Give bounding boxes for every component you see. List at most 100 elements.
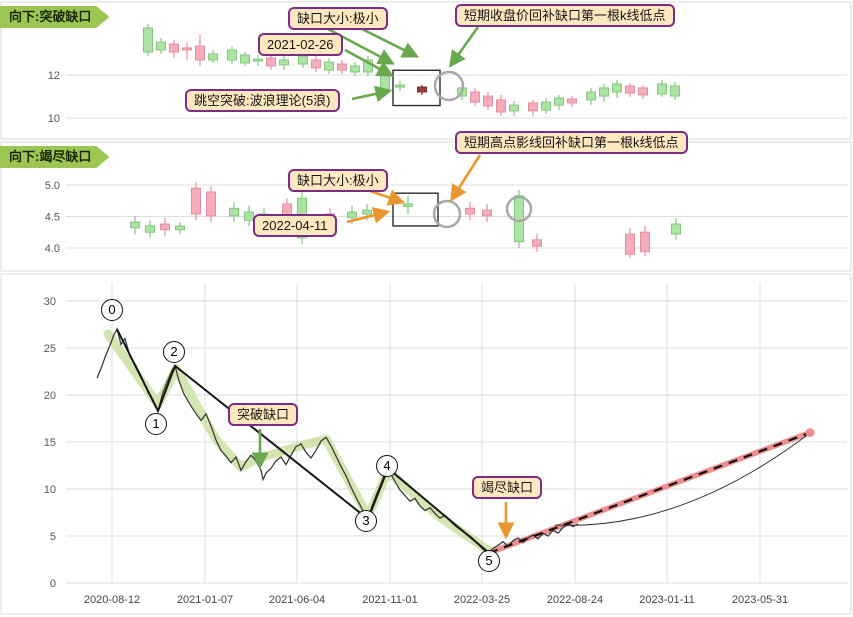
annotation-arrow [361, 27, 420, 58]
candle [266, 57, 276, 67]
candle [670, 85, 680, 97]
panel1-direction-ribbon: 向下:突破缺口 [0, 6, 109, 28]
candle [417, 86, 427, 93]
panel2-gap-size-label: 缺口大小:极小 [288, 169, 388, 192]
projection-arc [554, 432, 811, 526]
candle [470, 91, 480, 103]
annotation-arrow [351, 85, 393, 103]
candle [380, 73, 390, 91]
candle [160, 223, 170, 231]
forecast-end-dot [805, 428, 815, 438]
candle [586, 91, 596, 101]
candle [554, 97, 564, 106]
axis-tick-label: 4.5 [45, 212, 60, 224]
axis-tick-label: 4.0 [45, 243, 60, 255]
axis-tick-label: 15 [44, 437, 56, 449]
candle [509, 104, 519, 112]
wave-marker-3: 3 [355, 510, 377, 532]
candle [311, 59, 321, 69]
candle [465, 207, 475, 215]
candle [229, 207, 239, 217]
panel3-exhaustion-gap-label: 竭尽缺口 [472, 476, 543, 499]
fill-point-circle [505, 195, 533, 223]
candle [175, 225, 185, 231]
annotation-arrow [450, 154, 482, 202]
candle [625, 85, 635, 94]
axis-tick-label: 0 [50, 578, 56, 590]
candle [567, 98, 577, 104]
axis-tick-label: 5.0 [45, 180, 60, 192]
candle [362, 209, 372, 215]
candle [514, 195, 524, 243]
panel2-fill-note-label: 短期高点影线回补缺口第一根k线低点 [455, 131, 688, 154]
candle [227, 49, 237, 61]
panel1-gap-size-label: 缺口大小:极小 [288, 7, 388, 30]
panel1-wave-note-label: 跳空突破:波浪理论(5浪) [185, 89, 340, 112]
candle [599, 87, 609, 97]
axis-tick-label: 5 [50, 531, 56, 543]
axis-tick-label: 2023-05-31 [732, 594, 788, 606]
axis-tick-label: 2021-11-01 [362, 594, 417, 606]
candle [253, 58, 263, 62]
candle [496, 99, 506, 113]
candle [350, 65, 360, 73]
annotation-arrow [369, 189, 406, 206]
annotation-arrow [346, 207, 391, 224]
gap-highlight-rect [392, 192, 439, 227]
candle [625, 233, 635, 255]
axis-tick-label: 30 [44, 296, 56, 308]
axis-tick-label: 12 [48, 70, 60, 82]
candle [403, 203, 413, 207]
candle [279, 59, 289, 66]
trend-band [103, 329, 494, 556]
candle [324, 61, 334, 71]
axis-tick-label: 2020-08-12 [84, 594, 140, 606]
candle [195, 45, 205, 61]
candle [532, 239, 542, 247]
candle [156, 41, 166, 51]
axis-tick-label: 2021-01-07 [177, 594, 233, 606]
panel1-fill-note-label: 短期收盘价回补缺口第一根k线低点 [455, 4, 675, 27]
candle [671, 223, 681, 235]
candle [208, 53, 218, 61]
candle [130, 221, 140, 229]
annotation-arrow [449, 26, 480, 68]
panel1-gap-date-label: 2021-02-26 [258, 33, 343, 56]
axis-tick-label: 2022-08-24 [547, 594, 603, 606]
candle [638, 87, 648, 96]
wave-lines [116, 328, 490, 554]
axis-tick-label: 10 [44, 484, 56, 496]
candle [541, 101, 551, 111]
candle [191, 187, 201, 215]
annotation-arrow [344, 48, 394, 77]
candle [337, 63, 347, 71]
wave-marker-5: 5 [478, 550, 500, 572]
fill-point-circle [433, 70, 465, 102]
candle [612, 83, 622, 93]
axis-tick-label: 20 [44, 390, 56, 402]
candle [240, 54, 250, 64]
panel2-direction-ribbon: 向下:竭尽缺口 [0, 146, 109, 168]
axis-tick-label: 2022-03-25 [454, 594, 510, 606]
panel3-breakaway-gap-label: 突破缺口 [228, 403, 299, 426]
candle [657, 83, 667, 95]
candle [182, 47, 192, 51]
wave-marker-1: 1 [145, 413, 167, 435]
wave-marker-4: 4 [376, 455, 398, 477]
candle [528, 102, 538, 112]
axis-tick-label: 2021-06-04 [269, 594, 325, 606]
axis-tick-label: 2023-01-11 [639, 594, 694, 606]
candle [206, 191, 216, 217]
wave-marker-0: 0 [101, 299, 123, 321]
candle [143, 27, 153, 53]
candle [169, 43, 179, 53]
axis-tick-label: 25 [44, 343, 56, 355]
gap-highlight-rect [392, 69, 441, 107]
candle [482, 209, 492, 217]
candle [395, 84, 405, 88]
axis-tick-label: 10 [48, 113, 60, 125]
candle [347, 211, 357, 219]
candle [145, 225, 155, 233]
